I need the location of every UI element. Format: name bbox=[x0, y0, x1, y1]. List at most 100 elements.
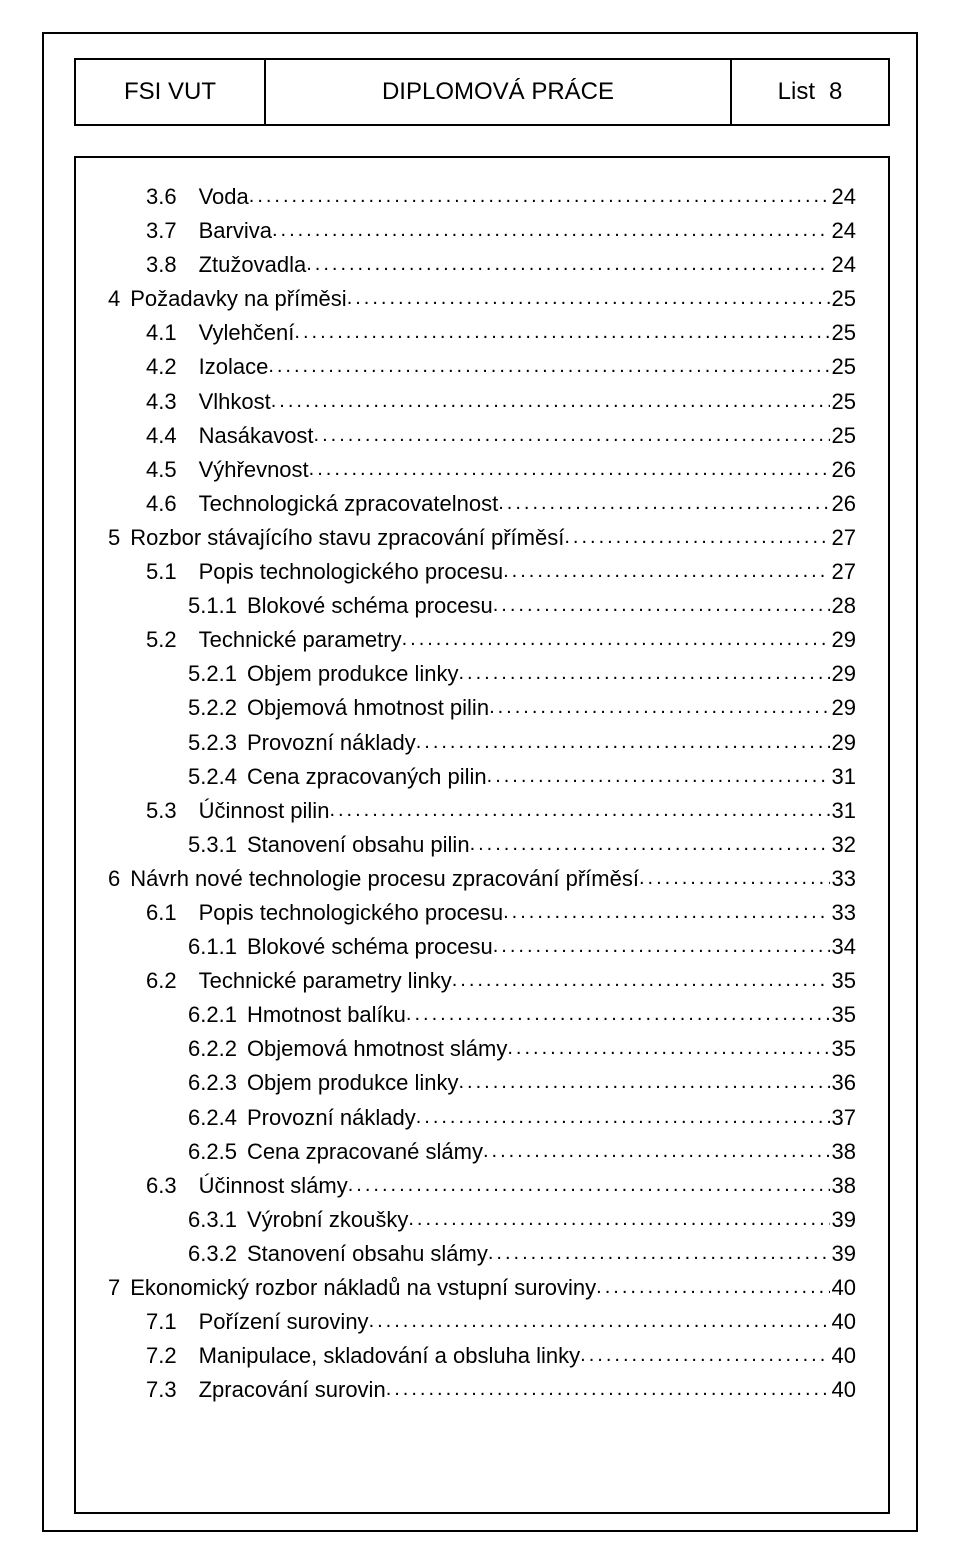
toc-entry-page: 35 bbox=[830, 998, 856, 1032]
toc-entry-number: 6.3.2 bbox=[188, 1237, 237, 1271]
toc-entry-title: Objemová hmotnost pilin bbox=[237, 691, 489, 725]
toc-entry-page: 38 bbox=[830, 1135, 856, 1169]
toc-leader-dots bbox=[489, 692, 829, 723]
toc-entry-page: 24 bbox=[830, 214, 856, 248]
toc-entry-number: 4 bbox=[108, 282, 120, 316]
toc-entry: 4.3Vlhkost25 bbox=[108, 385, 856, 419]
toc-entry: 6Návrh nové technologie procesu zpracová… bbox=[108, 862, 856, 896]
toc-entry-title: Technologická zpracovatelnost bbox=[177, 487, 499, 521]
toc-entry-title: Technické parametry bbox=[177, 623, 402, 657]
toc-entry-page: 29 bbox=[830, 691, 856, 725]
toc-entry-title: Ztužovadla bbox=[177, 248, 307, 282]
toc-leader-dots bbox=[408, 1204, 829, 1235]
toc-entry-number: 3.6 bbox=[146, 180, 177, 214]
toc-entry-number: 6.2.3 bbox=[188, 1066, 237, 1100]
toc-frame: 3.6Voda243.7Barviva243.8Ztužovadla244Pož… bbox=[74, 156, 890, 1514]
toc-leader-dots bbox=[386, 1374, 830, 1405]
toc-entry-title: Blokové schéma procesu bbox=[237, 930, 493, 964]
toc-entry-title: Izolace bbox=[177, 350, 269, 384]
toc-entry: 4Požadavky na příměsi 25 bbox=[108, 282, 856, 316]
toc-entry-title: Výhřevnost bbox=[177, 453, 309, 487]
toc-entry-number: 5.2.3 bbox=[188, 726, 237, 760]
toc-entry: 6.3.2Stanovení obsahu slámy39 bbox=[108, 1237, 856, 1271]
toc-entry: 5.3Účinnost pilin31 bbox=[108, 794, 856, 828]
toc-entry-title: Objem produkce linky bbox=[237, 657, 459, 691]
toc-entry: 5.2Technické parametry29 bbox=[108, 623, 856, 657]
toc-entry-page: 25 bbox=[830, 350, 856, 384]
toc-entry: 7Ekonomický rozbor nákladů na vstupní su… bbox=[108, 1271, 856, 1305]
toc-entry-title: Požadavky na příměsi bbox=[120, 282, 346, 316]
toc-entry-page: 29 bbox=[830, 657, 856, 691]
toc-entry-page: 27 bbox=[830, 555, 856, 589]
toc-entry: 5.3.1Stanovení obsahu pilin32 bbox=[108, 828, 856, 862]
toc-entry: 5Rozbor stávajícího stavu zpracování pří… bbox=[108, 521, 856, 555]
toc-entry-page: 25 bbox=[830, 419, 856, 453]
toc-entry-title: Výrobní zkoušky bbox=[237, 1203, 408, 1237]
toc-leader-dots bbox=[416, 727, 830, 758]
toc-entry-page: 40 bbox=[830, 1305, 856, 1339]
toc-entry-number: 6.1 bbox=[146, 896, 177, 930]
toc-leader-dots bbox=[498, 488, 829, 519]
toc-entry: 4.1Vylehčení25 bbox=[108, 316, 856, 350]
toc-entry-number: 4.2 bbox=[146, 350, 177, 384]
toc-entry: 6.2.5Cena zpracované slámy38 bbox=[108, 1135, 856, 1169]
toc-entry: 6.3Účinnost slámy38 bbox=[108, 1169, 856, 1203]
toc-entry-page: 35 bbox=[830, 964, 856, 998]
header-middle-text: DIPLOMOVÁ PRÁCE bbox=[382, 78, 614, 106]
toc-entry-page: 32 bbox=[830, 828, 856, 862]
toc-entry: 5.2.2Objemová hmotnost pilin29 bbox=[108, 691, 856, 725]
toc-entry-page: 25 bbox=[830, 282, 856, 316]
toc-entry-page: 26 bbox=[830, 453, 856, 487]
toc-entry-number: 6.2.2 bbox=[188, 1032, 237, 1066]
toc-entry: 3.8Ztužovadla24 bbox=[108, 248, 856, 282]
toc-entry-number: 6.2.1 bbox=[188, 998, 237, 1032]
toc-entry-title: Účinnost slámy bbox=[177, 1169, 348, 1203]
toc-entry-page: 28 bbox=[830, 589, 856, 623]
toc-entry-page: 31 bbox=[830, 794, 856, 828]
toc-leader-dots bbox=[458, 1067, 829, 1098]
toc-entry: 6.1Popis technologického procesu33 bbox=[108, 896, 856, 930]
toc-leader-dots bbox=[314, 420, 830, 451]
toc-entry-title: Provozní náklady bbox=[237, 726, 416, 760]
toc-entry-number: 3.7 bbox=[146, 214, 177, 248]
toc-entry: 6.2.2Objemová hmotnost slámy35 bbox=[108, 1032, 856, 1066]
toc-entry-number: 5.3.1 bbox=[188, 828, 237, 862]
toc-leader-dots bbox=[503, 556, 829, 587]
toc-entry: 7.3Zpracování surovin40 bbox=[108, 1373, 856, 1407]
toc-entry-number: 7.2 bbox=[146, 1339, 177, 1373]
toc-entry-number: 6.3.1 bbox=[188, 1203, 237, 1237]
toc-entry-title: Technické parametry linky bbox=[177, 964, 452, 998]
toc-entry-number: 5.2 bbox=[146, 623, 177, 657]
toc-entry: 7.2Manipulace, skladování a obsluha link… bbox=[108, 1339, 856, 1373]
toc-entry: 5.1.1Blokové schéma procesu28 bbox=[108, 589, 856, 623]
toc-entry-title: Ekonomický rozbor nákladů na vstupní sur… bbox=[120, 1271, 596, 1305]
toc-leader-dots bbox=[580, 1340, 829, 1371]
toc-leader-dots bbox=[503, 897, 829, 928]
toc-entry-number: 3.8 bbox=[146, 248, 177, 282]
toc-leader-dots bbox=[347, 283, 830, 314]
toc-entry-title: Barviva bbox=[177, 214, 272, 248]
toc-leader-dots bbox=[272, 215, 830, 246]
toc-leader-dots bbox=[493, 590, 830, 621]
toc-entry-page: 25 bbox=[830, 385, 856, 419]
toc-entry-title: Vylehčení bbox=[177, 316, 295, 350]
toc-entry: 6.2.3Objem produkce linky36 bbox=[108, 1066, 856, 1100]
toc-entry-page: 29 bbox=[830, 726, 856, 760]
toc-entry-number: 5 bbox=[108, 521, 120, 555]
toc-entry: 4.5Výhřevnost 26 bbox=[108, 453, 856, 487]
toc-leader-dots bbox=[406, 999, 830, 1030]
toc-entry: 5.2.3Provozní náklady 29 bbox=[108, 726, 856, 760]
toc-entry: 5.2.4Cena zpracovaných pilin31 bbox=[108, 760, 856, 794]
header-doc-type: DIPLOMOVÁ PRÁCE bbox=[266, 60, 732, 124]
toc-leader-dots bbox=[294, 317, 829, 348]
toc-entry-page: 31 bbox=[830, 760, 856, 794]
toc-entry-number: 4.6 bbox=[146, 487, 177, 521]
toc-entry-title: Rozbor stávajícího stavu zpracování přím… bbox=[120, 521, 564, 555]
toc-entry: 7.1Pořízení suroviny40 bbox=[108, 1305, 856, 1339]
header-table: FSI VUT DIPLOMOVÁ PRÁCE List 8 bbox=[74, 58, 890, 126]
toc-leader-dots bbox=[309, 454, 830, 485]
toc-entry-number: 4.5 bbox=[146, 453, 177, 487]
toc-entry-title: Pořízení suroviny bbox=[177, 1305, 369, 1339]
toc-entry-page: 33 bbox=[830, 896, 856, 930]
toc-container: 3.6Voda243.7Barviva243.8Ztužovadla244Pož… bbox=[108, 180, 856, 1407]
